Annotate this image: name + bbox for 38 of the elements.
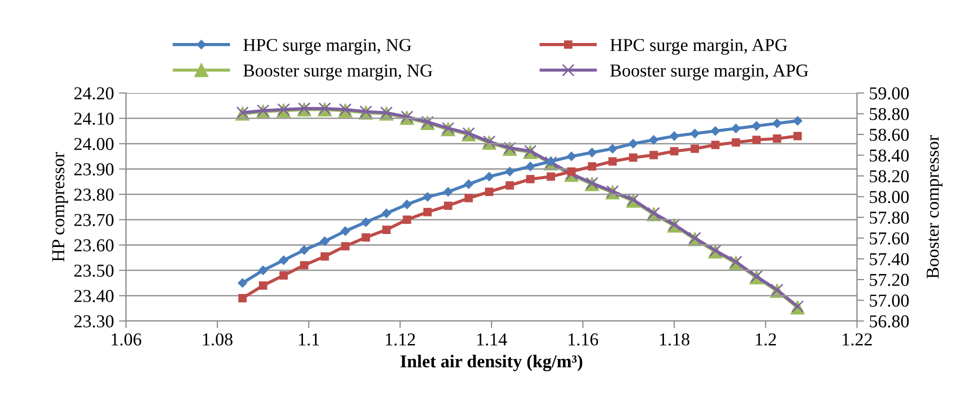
x-tick-label: 1.2 [756,333,776,346]
x-tick-label: 1.16 [568,333,598,346]
x-tick-label: 1.1 [299,333,319,346]
y-axis-title: HP compressor [52,152,68,262]
legend-label: HPC surge margin, NG [243,38,412,55]
x-tick-label: 1.12 [386,333,415,346]
y2-tick-label: 57.20 [870,274,909,286]
y2-tick-label: 57.00 [870,294,909,307]
legend-label: HPC surge margin, APG [610,38,788,55]
y2-tick-label: 57.60 [870,232,909,245]
legend-label: Booster surge margin, NG [243,64,432,80]
y-tick-label: 23.80 [74,188,114,201]
y2-tick-label: 58.60 [870,128,909,141]
x-tick-label: 1.08 [203,333,232,346]
y-tick-label: 24.00 [74,138,114,150]
y2-tick-label: 57.40 [870,253,909,266]
y2-tick-label: 58.40 [870,149,909,162]
y-tick-label: 23.60 [74,239,114,252]
x-tick-label: 1.06 [112,333,142,346]
y-tick-label: 23.70 [74,214,114,226]
x-tick-label: 1.22 [842,333,872,346]
y2-axis-title: Booster compressor [926,135,942,278]
y2-tick-label: 58.80 [870,108,909,120]
legend-label: Booster surge margin, APG [610,64,808,80]
y2-tick-label: 56.80 [870,315,909,328]
x-axis-title: Inlet air density (kg/m³) [400,354,582,372]
y-tick-label: 23.30 [74,315,114,328]
y2-tick-label: 59.00 [870,87,909,100]
y2-tick-label: 58.20 [870,170,909,182]
x-tick-label: 1.18 [660,333,690,346]
y-tick-label: 23.40 [74,290,114,302]
x-tick-label: 1.14 [477,333,508,346]
y2-tick-label: 57.80 [870,212,909,224]
y-tick-label: 23.50 [74,264,114,277]
y-tick-label: 24.10 [74,112,114,125]
y-tick-label: 23.90 [74,163,114,176]
y-tick-label: 24.20 [74,87,114,100]
y2-tick-label: 58.00 [870,190,909,204]
